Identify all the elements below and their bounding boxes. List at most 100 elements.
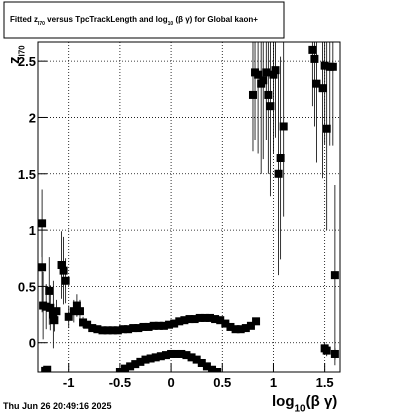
marker: [185, 315, 194, 324]
plot-frame: [37, 41, 341, 373]
marker: [98, 326, 107, 335]
y-axis-label: zI70: [6, 45, 26, 64]
marker: [254, 70, 263, 79]
marker: [259, 76, 268, 85]
marker: [52, 307, 61, 316]
marker: [226, 322, 235, 331]
marker: [264, 90, 273, 99]
marker: [200, 313, 209, 322]
marker: [141, 355, 150, 364]
marker: [312, 79, 321, 88]
marker: [43, 365, 52, 372]
y-tick-label: 0: [29, 336, 36, 351]
marker: [136, 357, 145, 366]
marker: [262, 68, 271, 77]
marker: [177, 349, 186, 358]
marker: [88, 324, 97, 333]
y-axis-label-part: z: [6, 57, 23, 65]
x-axis-label: log10(β γ): [272, 393, 337, 414]
marker: [195, 313, 204, 322]
marker: [124, 325, 133, 334]
marker: [79, 318, 88, 327]
y-tick-label: 2: [29, 110, 36, 125]
chart-title-part: (β γ) for Global kaon+: [173, 15, 258, 24]
x-tick-label: -1: [63, 375, 75, 390]
marker: [322, 124, 331, 133]
marker: [205, 313, 214, 322]
x-tick-label: 1: [270, 375, 277, 390]
x-axis-label-sub: 10: [295, 403, 307, 414]
marker: [318, 84, 327, 93]
marker: [246, 321, 255, 330]
marker: [72, 301, 81, 310]
chart-title-sub: I70: [38, 21, 45, 27]
marker: [108, 326, 117, 335]
marker: [144, 322, 153, 331]
chart-title-sub: 10: [168, 21, 174, 27]
y-tick-label: 0.5: [18, 279, 36, 294]
marker: [134, 324, 143, 333]
marker: [180, 316, 189, 325]
marker: [202, 362, 211, 371]
marker: [151, 353, 160, 362]
marker: [241, 324, 250, 333]
marker: [42, 302, 51, 311]
x-tick-label: 0.5: [213, 375, 231, 390]
marker: [129, 324, 138, 333]
marker: [161, 351, 170, 360]
marker: [330, 349, 339, 358]
marker: [103, 326, 112, 335]
marker: [187, 353, 196, 362]
marker: [159, 321, 168, 330]
marker: [190, 315, 199, 324]
marker: [197, 358, 206, 367]
marker: [69, 307, 78, 316]
marker: [113, 326, 122, 335]
marker: [213, 368, 222, 372]
y-tick-label: 2.5: [18, 54, 36, 69]
marker: [146, 354, 155, 363]
marker: [175, 317, 184, 326]
marker: [170, 319, 179, 328]
marker: [274, 169, 283, 178]
timestamp: Thu Jun 26 20:49:16 2025: [3, 401, 112, 411]
marker: [221, 319, 230, 328]
marker: [149, 321, 158, 330]
chart-title: Fitted zI70 versus TpcTrackLength and lo…: [10, 15, 258, 27]
marker: [208, 365, 217, 372]
marker: [59, 266, 68, 275]
marker: [75, 307, 84, 316]
marker: [83, 320, 92, 329]
marker: [118, 325, 127, 334]
marker: [231, 325, 240, 334]
marker: [64, 312, 73, 321]
marker: [57, 261, 66, 270]
marker: [115, 368, 124, 372]
marker: [156, 352, 165, 361]
marker: [308, 45, 317, 54]
marker: [182, 351, 191, 360]
marker: [330, 271, 339, 280]
x-axis-label-part: log: [272, 393, 295, 410]
marker: [131, 360, 140, 369]
x-tick-label: -0.5: [109, 375, 131, 390]
marker: [154, 321, 163, 330]
marker: [216, 316, 225, 325]
marker: [276, 154, 285, 163]
marker: [236, 325, 245, 334]
marker: [211, 315, 220, 324]
marker: [310, 54, 319, 63]
title-box: [3, 1, 285, 39]
marker: [252, 317, 261, 326]
x-axis-label-part: (β γ): [306, 393, 338, 410]
marker: [248, 90, 257, 99]
marker: [322, 346, 331, 355]
marker: [167, 349, 176, 358]
marker: [279, 122, 288, 131]
marker: [38, 263, 47, 272]
marker: [139, 322, 148, 331]
marker: [271, 66, 280, 75]
marker: [50, 316, 59, 325]
marker: [320, 61, 329, 70]
